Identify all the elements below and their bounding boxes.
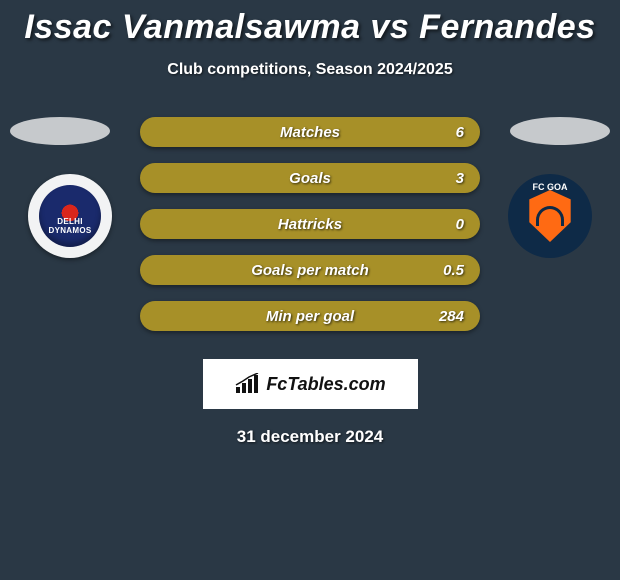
club-badge-left-circle: DELHI DYNAMOS [28,174,112,258]
stat-label: Hattricks [140,209,480,239]
stat-value: 3 [456,163,464,193]
bars-up-icon [234,373,260,395]
club-badge-left: DELHI DYNAMOS [20,173,120,259]
player-avatar-placeholder-right [510,117,610,145]
stat-bar-goals-per-match: Goals per match 0.5 [140,255,480,285]
stat-value: 284 [439,301,464,331]
player-avatar-placeholder-left [10,117,110,145]
page-subtitle: Club competitions, Season 2024/2025 [0,61,620,79]
club-badge-left-label: DELHI DYNAMOS [39,217,101,235]
brand-box: FcTables.com [203,359,418,409]
stat-bar-hattricks: Hattricks 0 [140,209,480,239]
stat-label: Goals per match [140,255,480,285]
fc-goa-gaur-icon [536,206,564,226]
fc-goa-shield-icon [527,190,573,242]
stat-label: Matches [140,117,480,147]
stat-value: 0.5 [443,255,464,285]
brand-text: FcTables.com [266,374,385,395]
stat-label: Goals [140,163,480,193]
page-title: Issac Vanmalsawma vs Fernandes [0,0,620,47]
stat-bar-goals: Goals 3 [140,163,480,193]
stat-value: 0 [456,209,464,239]
club-badge-right: FC GOA [500,173,600,259]
stat-label: Min per goal [140,301,480,331]
stat-bar-min-per-goal: Min per goal 284 [140,301,480,331]
delhi-dynamos-icon: DELHI DYNAMOS [39,185,101,247]
comparison-panel: DELHI DYNAMOS FC GOA Matches 6 Goals 3 H… [0,117,620,347]
date-text: 31 december 2024 [0,427,620,447]
stat-value: 6 [456,117,464,147]
stat-bar-matches: Matches 6 [140,117,480,147]
fc-goa-icon: FC GOA [508,174,592,258]
stat-bars: Matches 6 Goals 3 Hattricks 0 Goals per … [140,117,480,347]
